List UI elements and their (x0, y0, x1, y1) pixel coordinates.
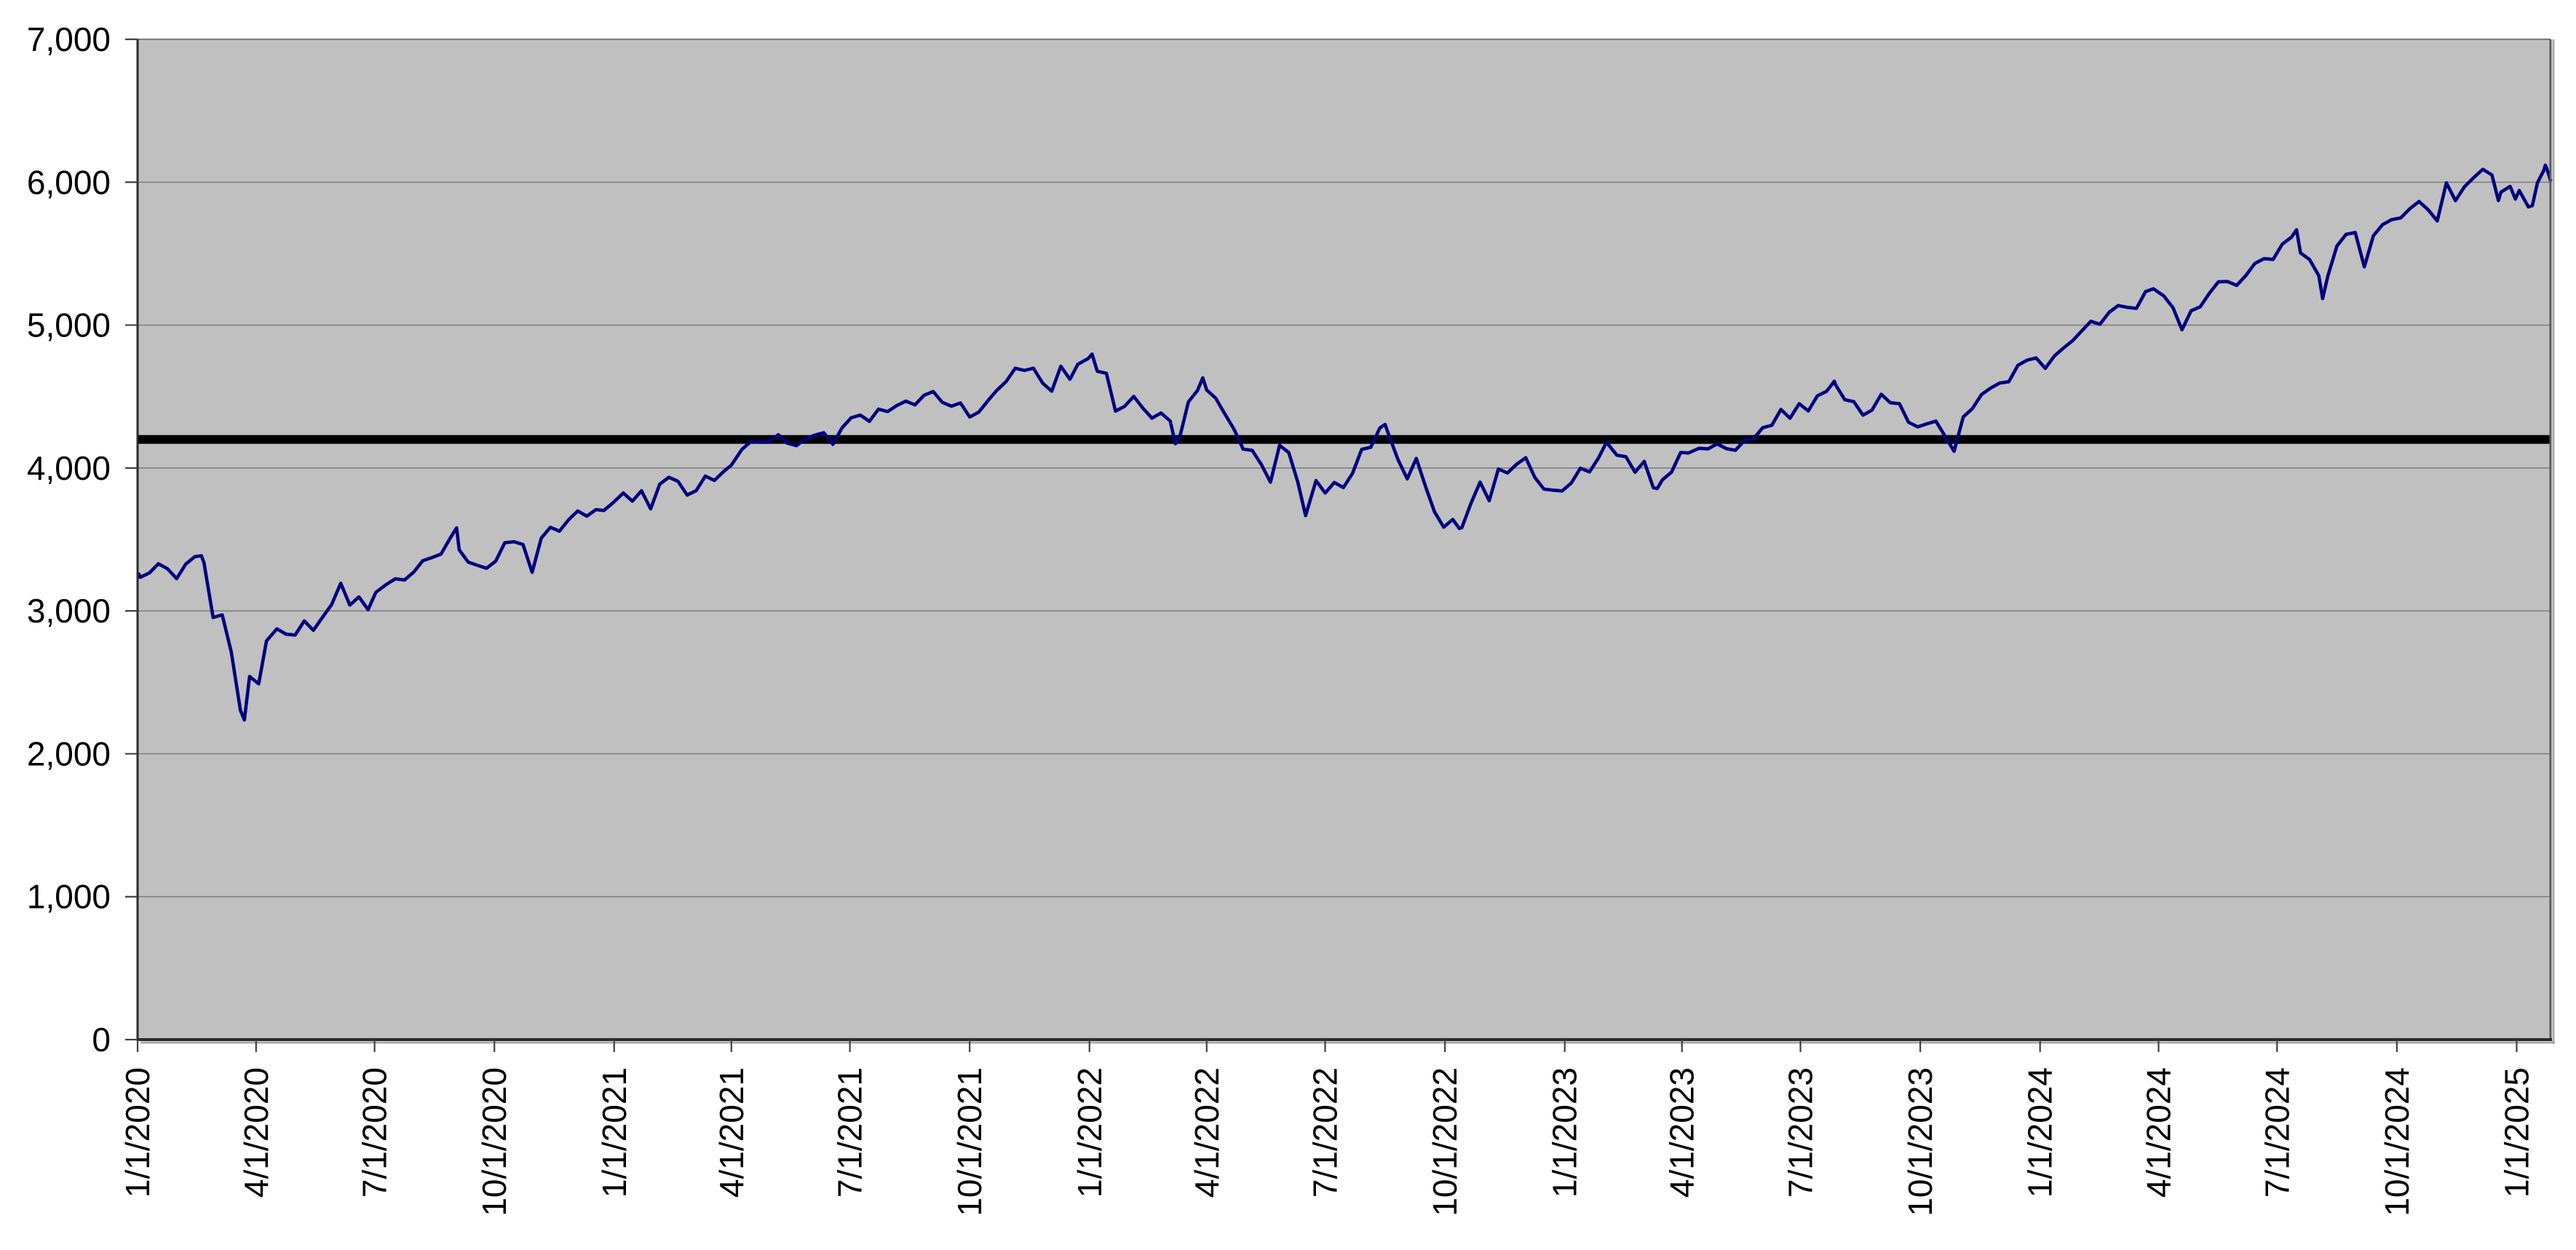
x-tick-label: 1/1/2025 (2497, 1067, 2535, 1198)
y-tick-label: 7,000 (27, 20, 111, 58)
x-tick-label: 10/1/2020 (475, 1067, 513, 1217)
x-tick-label: 10/1/2024 (2378, 1067, 2416, 1217)
x-tick-label: 4/1/2022 (1188, 1067, 1226, 1198)
y-tick-label: 0 (92, 1021, 111, 1059)
x-tick-label: 4/1/2024 (2140, 1067, 2178, 1198)
gridlines (138, 181, 2551, 898)
x-tick-label: 4/1/2020 (237, 1067, 275, 1198)
y-tick-label: 4,000 (27, 449, 111, 487)
y-tick-label: 6,000 (27, 163, 111, 201)
x-tick-label: 7/1/2020 (356, 1067, 394, 1198)
y-axis-labels: 0 1,000 2,000 3,000 4,000 5,000 6,000 7,000 (27, 20, 138, 1059)
x-tick-label: 1/1/2020 (119, 1067, 156, 1198)
y-tick-label: 1,000 (27, 878, 111, 916)
x-tick-label: 1/1/2024 (2021, 1067, 2059, 1198)
x-tick-label: 1/1/2021 (595, 1067, 633, 1198)
x-tick-label: 7/1/2021 (831, 1067, 869, 1198)
x-tick-label: 4/1/2021 (713, 1067, 750, 1198)
y-tick-label: 5,000 (27, 306, 111, 344)
y-tick-label: 2,000 (27, 735, 111, 772)
x-tick-label: 7/1/2024 (2258, 1067, 2296, 1198)
series-line (137, 163, 2553, 722)
x-tick-label: 10/1/2023 (1901, 1067, 1939, 1217)
x-tick-label: 1/1/2022 (1071, 1067, 1109, 1198)
x-tick-label: 1/1/2023 (1546, 1067, 1584, 1198)
x-axis-labels: 1/1/2020 4/1/2020 7/1/2020 10/1/2020 1/1/202… (119, 1040, 2535, 1217)
y-tick-label: 3,000 (27, 592, 111, 630)
plot-area (138, 39, 2551, 1040)
x-tick-label: 4/1/2023 (1663, 1067, 1701, 1198)
x-tick-label: 10/1/2022 (1426, 1067, 1464, 1217)
x-tick-label: 7/1/2023 (1782, 1067, 1820, 1198)
x-tick-label: 7/1/2022 (1307, 1067, 1344, 1198)
x-tick-label: 10/1/2021 (951, 1067, 988, 1217)
